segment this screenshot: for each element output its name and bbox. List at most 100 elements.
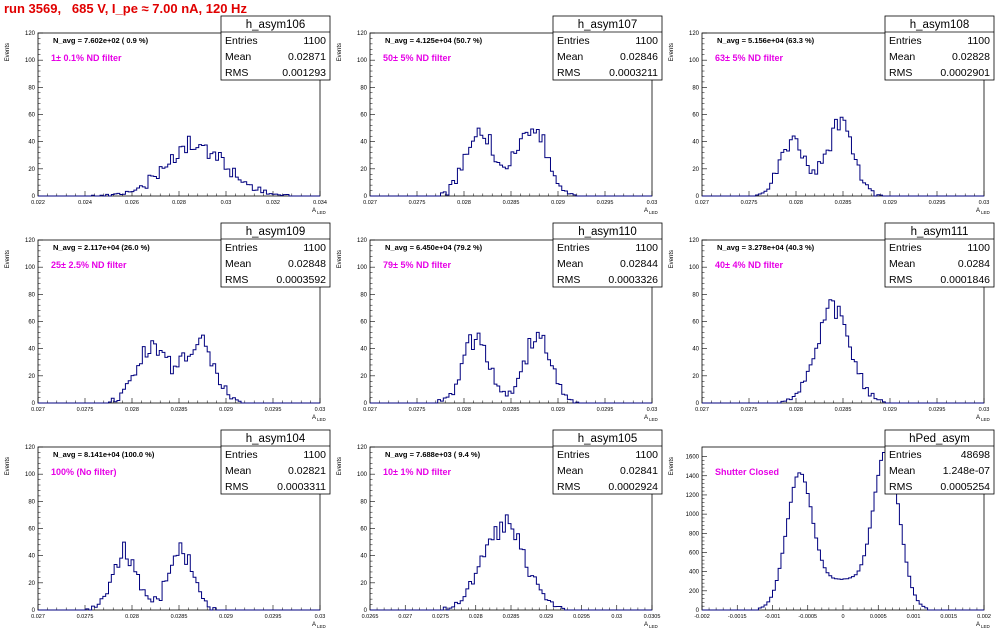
stats-value-rms: 0.0003311: [277, 481, 326, 493]
filter-note: 10± 1% ND filter: [383, 467, 451, 477]
y-tick-label: 0: [32, 401, 36, 407]
stats-label-entries: Entries: [889, 35, 922, 47]
stats-box-frame: [552, 222, 663, 288]
y-tick-label: 100: [25, 58, 36, 64]
x-tick-label: 0.0275: [77, 407, 94, 413]
y-tick-label: 80: [28, 85, 35, 91]
x-tick-label: 0.032: [266, 200, 280, 206]
stats-value-entries: 1100: [303, 449, 326, 461]
x-tick-label: 0.0285: [171, 614, 188, 620]
y-tick-label: 60: [28, 527, 35, 533]
x-tick-label: 0.0275: [77, 614, 94, 620]
x-tick-label: 0.0285: [171, 407, 188, 413]
stats-label-mean: Mean: [225, 51, 251, 63]
stats-box: h_asym105 Entries 1100 Mean 0.02841 RMS 0.0002…: [552, 429, 663, 495]
histogram-series: [370, 514, 652, 611]
stats-value-mean: 1.248e-07: [943, 465, 990, 477]
filter-note: Shutter Closed: [715, 467, 779, 477]
stats-label-rms: RMS: [557, 481, 580, 493]
y-tick-label: 80: [692, 292, 699, 298]
y-tick-label: 20: [360, 167, 367, 173]
x-tick-label: 0.0015: [940, 614, 957, 620]
y-tick-label: 0: [32, 194, 36, 200]
stats-value-entries: 1100: [967, 242, 990, 254]
y-tick-label: 40: [692, 140, 699, 146]
histogram-panel-hPed-asym: Events 0 200 400 600 800 1000 1200 1400 1600 -0.00…: [664, 428, 996, 635]
y-axis-label: Events: [337, 43, 343, 61]
y-tick-label: 80: [28, 292, 35, 298]
y-tick-label: 100: [25, 472, 36, 478]
x-axis-label: ALED: [976, 208, 991, 215]
y-tick-label: 120: [357, 445, 368, 451]
page-title: run 3569, 685 V, I_pe ≈ 7.00 nA, 120 Hz: [4, 1, 247, 16]
y-tick-label: 80: [28, 499, 35, 505]
x-tick-label: 0.0295: [597, 200, 614, 206]
y-axis-label: Events: [337, 250, 343, 268]
stats-value-mean: 0.0284: [958, 258, 990, 270]
y-axis-label: Events: [5, 457, 11, 475]
x-tick-label: 0: [841, 614, 844, 620]
y-tick-label: 100: [25, 265, 36, 271]
y-tick-label: 200: [689, 589, 700, 595]
x-axis-label: ALED: [312, 415, 327, 422]
y-tick-label: 80: [360, 499, 367, 505]
stats-label-rms: RMS: [557, 67, 580, 79]
stats-box-frame: [220, 429, 331, 495]
histogram-panel-h-asym108: Events 0 20 40 60 80 100 120 0.027 0.0275 0.028 0.0…: [664, 14, 996, 221]
stats-value-mean: 0.02846: [620, 51, 658, 63]
y-axis-label: Events: [337, 457, 343, 475]
x-tick-label: 0.0285: [503, 407, 520, 413]
histogram-panel-h-asym106: Events 0 20 40 60 80 100 120 0.022 0.024 0.026 0.02…: [0, 14, 332, 221]
stats-box-frame: [884, 15, 995, 81]
x-axis-label: ALED: [312, 208, 327, 215]
x-tick-label: 0.028: [457, 200, 471, 206]
x-tick-label: 0.027: [695, 200, 709, 206]
stats-value-rms: 0.0002901: [940, 67, 990, 79]
stats-value-mean: 0.02844: [620, 258, 658, 270]
histogram-plot: Events 0 20 40 60 80 100 120 0.027 0.0275 0.028 0.0…: [5, 222, 331, 422]
y-axis-label: Events: [5, 43, 11, 61]
x-tick-label: 0.026: [125, 200, 139, 206]
x-tick-label: -0.001: [765, 614, 781, 620]
x-tick-label: 0.029: [551, 407, 565, 413]
y-tick-label: 100: [689, 265, 700, 271]
x-tick-label: 0.028: [457, 407, 471, 413]
stats-value-rms: 0.0005254: [940, 481, 990, 493]
x-tick-label: 0.0295: [265, 614, 282, 620]
filter-note: 63± 5% ND filter: [715, 53, 783, 63]
histogram-name: h_asym107: [578, 19, 637, 31]
stats-label-mean: Mean: [557, 258, 583, 270]
y-tick-label: 80: [692, 85, 699, 91]
y-tick-label: 60: [692, 320, 699, 326]
x-tick-label: 0.029: [883, 200, 897, 206]
histogram-name: h_asym108: [910, 19, 969, 31]
x-tick-label: 0.028: [789, 407, 803, 413]
y-tick-label: 40: [28, 554, 35, 560]
x-tick-label: 0.028: [469, 614, 483, 620]
stats-value-entries: 1100: [635, 242, 658, 254]
y-tick-label: 60: [360, 527, 367, 533]
y-tick-label: 20: [360, 374, 367, 380]
stats-label-rms: RMS: [225, 274, 248, 286]
y-tick-label: 60: [28, 113, 35, 119]
x-axis-label: ALED: [644, 622, 659, 629]
x-tick-label: 0.0265: [362, 614, 379, 620]
x-tick-label: 0.027: [363, 407, 377, 413]
y-tick-label: 1600: [686, 455, 700, 461]
x-tick-label: 0.03: [315, 407, 326, 413]
y-tick-label: 120: [357, 238, 368, 244]
stats-value-entries: 1100: [635, 449, 658, 461]
x-tick-label: 0.03: [647, 200, 658, 206]
stats-label-rms: RMS: [889, 67, 912, 79]
x-tick-label: 0.027: [31, 614, 45, 620]
histogram-plot: Events 0 200 400 600 800 1000 1200 1400 1600 -0.00…: [669, 429, 995, 629]
histogram-panel-h-asym109: Events 0 20 40 60 80 100 120 0.027 0.0275 0.028 0.0…: [0, 221, 332, 428]
histogram-panel-h-asym104: Events 0 20 40 60 80 100 120 0.027 0.0275 0.028 0.0…: [0, 428, 332, 635]
stats-box: h_asym111 Entries 1100 Mean 0.0284 RMS 0.00018…: [884, 222, 995, 288]
filter-note: 79± 5% ND filter: [383, 260, 451, 270]
y-tick-label: 0: [696, 194, 700, 200]
x-tick-label: 0.0275: [741, 200, 758, 206]
y-tick-label: 100: [357, 472, 368, 478]
y-tick-label: 20: [28, 581, 35, 587]
histogram-name: h_asym109: [246, 226, 305, 238]
